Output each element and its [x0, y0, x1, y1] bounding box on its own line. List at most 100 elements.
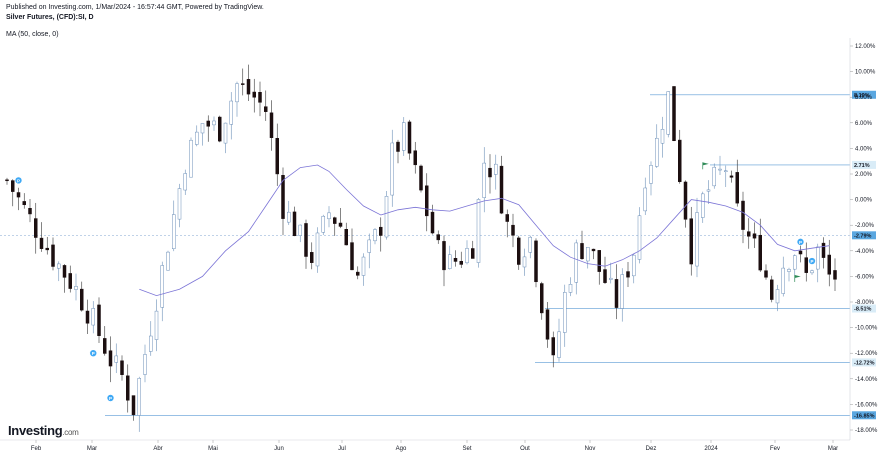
candle-body [712, 166, 716, 187]
candle-body [143, 354, 147, 375]
x-tick-label: Fev [770, 446, 780, 452]
x-tick-label: Set [462, 446, 471, 452]
svg-text:P: P [810, 259, 813, 264]
candle-body [534, 240, 538, 283]
y-tick-label: -8.00% [855, 300, 875, 306]
candle-body [34, 218, 38, 238]
candle-body [413, 150, 417, 166]
candle-body [45, 247, 49, 251]
svg-text:P: P [109, 396, 112, 401]
candle-body [68, 273, 72, 289]
candle-body [287, 211, 291, 223]
candle-body [597, 250, 601, 272]
candle-body [218, 116, 222, 142]
candle-body [304, 223, 308, 257]
candle-body [327, 212, 331, 220]
candle-body [609, 277, 613, 280]
candle-body [379, 226, 383, 236]
level-tag-bg [852, 411, 876, 420]
y-tick-label: -18.00% [855, 428, 878, 434]
candle-body [131, 395, 136, 416]
level-tag: -8.51% [854, 307, 872, 313]
candle-body [747, 231, 751, 237]
flag-icon[interactable] [794, 274, 801, 282]
level-tag: -2.79% [854, 233, 872, 239]
candle-body [494, 163, 498, 175]
candle-body [281, 175, 285, 219]
candle-body [241, 83, 245, 85]
candle-body [540, 283, 544, 314]
candle-body [223, 122, 228, 144]
candle-body [390, 142, 394, 196]
candle-body [459, 260, 463, 265]
level-tag-bg [852, 358, 876, 367]
candle-body [499, 165, 504, 214]
y-tick-label: -12.00% [855, 351, 878, 357]
candle-body [643, 187, 647, 212]
candle-body [206, 120, 210, 127]
x-tick-label: Jul [338, 446, 346, 452]
brand-suffix: .com [62, 428, 79, 437]
candle-body [407, 121, 412, 154]
candle-body [315, 232, 320, 267]
dividend-badge[interactable]: P [106, 394, 115, 402]
candle-body [425, 185, 429, 217]
candle-body [626, 271, 630, 278]
candle-body [103, 338, 107, 354]
candle-body [465, 248, 469, 264]
candle-body [436, 234, 440, 241]
candle-body [11, 180, 15, 192]
candle-body [189, 139, 193, 178]
candle-body [758, 234, 762, 271]
candle-body [764, 270, 768, 278]
x-tick-label: Mar [828, 446, 838, 452]
candle-body [827, 254, 831, 275]
dividend-badge[interactable]: P [14, 176, 23, 185]
candle-body [804, 257, 808, 273]
candle-body [632, 254, 636, 277]
candle-body [551, 337, 555, 356]
y-tick-label: 4.00% [855, 146, 873, 152]
candle-body [384, 196, 389, 238]
candle-body [517, 237, 521, 265]
x-tick-label: Mai [208, 446, 218, 452]
ma-line [139, 164, 830, 297]
candle-body [367, 239, 371, 253]
candle-body [752, 233, 757, 239]
candle-body [275, 138, 279, 175]
y-tick-label: -10.00% [855, 326, 878, 332]
candle-body [321, 215, 325, 233]
candle-body [373, 229, 377, 242]
horizontal-levels: 8.19% 2.71% -2.79% -8.51% -12.72% -16.85% [0, 90, 876, 420]
candle-body [200, 123, 205, 134]
candle-body [264, 106, 268, 112]
candle-body [471, 248, 475, 259]
candle-body [97, 304, 101, 336]
indicator-legend[interactable]: MA (50, close, 0) [6, 31, 59, 38]
candle-body [183, 173, 187, 191]
candle-body [195, 131, 199, 145]
candle-body [453, 258, 458, 262]
candle-body [729, 175, 734, 178]
candle-body [419, 165, 423, 191]
level-tag-bg [852, 90, 876, 99]
candle-body [177, 188, 182, 220]
flag-icon[interactable] [702, 162, 709, 170]
dividend-badge[interactable]: P [89, 349, 98, 358]
dividend-badge[interactable]: P [796, 238, 805, 246]
candle-body [718, 168, 722, 171]
candle-body [356, 271, 360, 276]
dividend-badge[interactable]: P [808, 257, 816, 265]
candle-body [402, 122, 406, 151]
candle-body [505, 214, 509, 222]
candle-body [793, 255, 797, 270]
level-tag: 2.71% [854, 163, 870, 169]
candle-body [591, 248, 596, 252]
candle-body [91, 308, 95, 326]
candle-body [212, 120, 216, 126]
candle-body [5, 179, 9, 182]
candle-body [821, 242, 826, 258]
candle-body [568, 284, 573, 293]
x-tick-label: Feb [31, 446, 42, 452]
